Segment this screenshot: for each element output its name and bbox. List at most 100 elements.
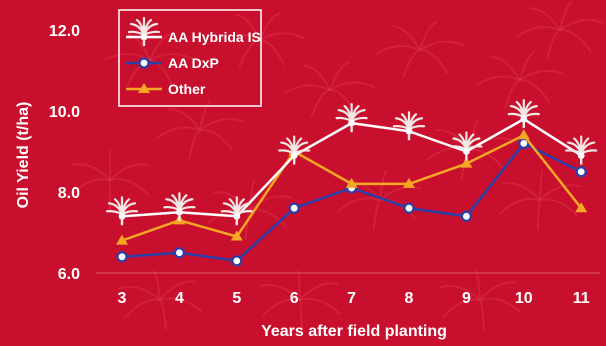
- foliage-stroke: [442, 298, 481, 318]
- foliage-stroke: [259, 39, 286, 66]
- x-tick-label: 5: [232, 290, 241, 307]
- legend-box: [118, 9, 262, 107]
- foliage-stroke: [299, 282, 339, 301]
- foliage-stroke: [469, 119, 480, 151]
- x-tick-label: 6: [290, 290, 299, 307]
- legend-entry: AA Hybrida IS: [126, 16, 261, 48]
- foliage-stroke: [502, 182, 541, 201]
- foliage-stroke: [149, 59, 174, 87]
- foliage-stroke: [199, 128, 234, 152]
- foliage-stroke: [310, 89, 331, 118]
- foliage-stroke: [299, 299, 303, 331]
- foliage-stroke: [299, 297, 341, 315]
- foliage-stroke: [70, 163, 111, 181]
- foliage-stroke: [123, 298, 161, 320]
- foliage-stroke: [372, 199, 381, 230]
- foliage-stroke: [528, 7, 561, 31]
- legend-entry: AA DxP: [126, 55, 219, 71]
- foliage-stroke: [284, 84, 331, 94]
- foliage-stroke: [515, 26, 561, 38]
- foliage-stroke: [479, 281, 517, 301]
- foliage-stroke: [329, 61, 350, 91]
- foliage-stroke: [490, 56, 521, 81]
- foliage-stroke: [539, 184, 581, 201]
- foliage-stroke: [479, 297, 522, 314]
- data-point: [173, 247, 185, 259]
- data-point: [575, 166, 587, 178]
- data-point: [403, 177, 415, 188]
- data-point: [116, 234, 128, 245]
- foliage-stroke: [297, 269, 301, 301]
- foliage-stroke: [149, 53, 196, 61]
- foliage-stroke: [504, 79, 521, 109]
- x-tick-label: 4: [175, 290, 184, 307]
- y-tick-label: 12.0: [49, 23, 80, 40]
- foliage-stroke: [153, 269, 161, 301]
- foliage-stroke: [559, 28, 592, 53]
- series-aa-dxp: [116, 137, 587, 267]
- data-point: [575, 202, 588, 213]
- foliage-stroke: [188, 129, 201, 160]
- foliage-stroke: [259, 284, 301, 301]
- foliage-stroke: [539, 169, 544, 201]
- data-point: [517, 129, 530, 140]
- data-point: [460, 210, 472, 222]
- foliage-stroke: [536, 199, 541, 231]
- palm-tree-icon: [163, 192, 196, 223]
- foliage-stroke: [249, 195, 292, 211]
- series-aa-hybrida-is: [105, 98, 598, 227]
- foliage-stroke: [249, 179, 256, 211]
- foliage-stroke: [259, 32, 306, 41]
- foliage-stroke: [249, 208, 288, 229]
- x-tick-label: 10: [515, 290, 533, 307]
- x-tick-label: 11: [573, 290, 590, 307]
- foliage-stroke: [337, 197, 381, 212]
- foliage-stroke: [519, 69, 565, 81]
- x-tick-label: 3: [118, 290, 127, 307]
- foliage-stroke: [329, 81, 376, 91]
- foliage-stroke: [438, 285, 481, 301]
- foliage-stroke: [244, 209, 251, 240]
- data-point: [230, 230, 243, 241]
- foliage-stroke: [214, 33, 261, 43]
- foliage-stroke: [149, 33, 173, 61]
- foliage-stroke: [70, 178, 111, 196]
- foliage-stroke: [419, 40, 465, 51]
- foliage-stroke: [559, 0, 574, 31]
- foliage-stroke: [419, 48, 449, 75]
- palm-tree-icon: [105, 196, 139, 227]
- foliage-stroke: [374, 44, 421, 56]
- foliage-stroke: [156, 126, 201, 140]
- legend-label: AA DxP: [168, 55, 219, 71]
- legend-marker: [138, 57, 150, 69]
- y-tick-label: 8.0: [58, 185, 80, 202]
- legend-label: Other: [168, 81, 206, 97]
- background-foliage: [70, 0, 605, 331]
- foliage-stroke: [379, 169, 388, 201]
- y-tick-label: 6.0: [58, 266, 80, 283]
- series-other: [116, 129, 588, 245]
- foliage-stroke: [235, 13, 261, 41]
- foliage-stroke: [159, 299, 168, 330]
- data-point: [231, 255, 243, 267]
- x-tick-label: 8: [405, 290, 414, 307]
- foliage-stroke: [109, 178, 150, 196]
- foliage-stroke: [159, 280, 196, 301]
- legend: AA Hybrida IS AA DxP Other: [118, 9, 262, 107]
- data-point: [403, 202, 415, 214]
- foliage-stroke: [519, 78, 551, 104]
- foliage-stroke: [167, 108, 201, 131]
- foliage-stroke: [127, 33, 151, 61]
- foliage-stroke: [546, 29, 561, 60]
- series-layer: [105, 98, 598, 267]
- foliage-stroke: [402, 49, 421, 79]
- foliage-stroke: [109, 163, 150, 181]
- data-point: [345, 177, 358, 188]
- foliage-stroke: [118, 286, 161, 301]
- foliage-stroke: [499, 197, 541, 215]
- foliage-stroke: [392, 25, 421, 51]
- x-tick-label: 9: [462, 290, 471, 307]
- foliage-stroke: [479, 299, 486, 330]
